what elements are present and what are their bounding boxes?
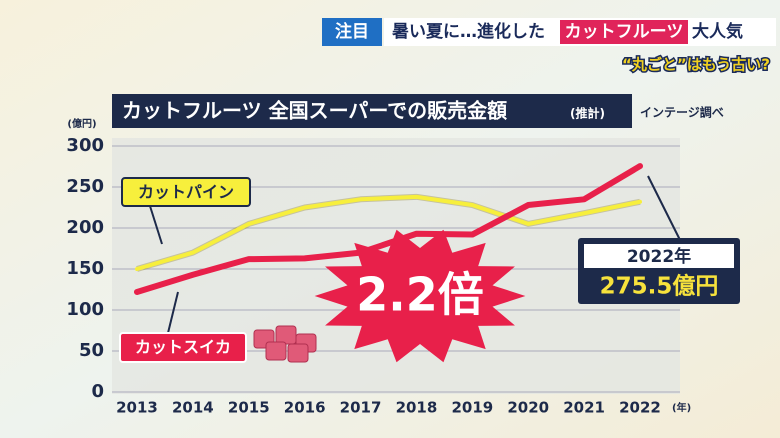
callout-pointer	[647, 175, 681, 241]
series-line	[134, 163, 643, 295]
y-tick-label: 0	[91, 381, 104, 402]
x-unit: (年)	[672, 401, 691, 414]
headline: 暑い夏に…進化した	[392, 21, 545, 42]
value-label: 275.5億円	[600, 273, 719, 300]
chart-title: カットフルーツ 全国スーパーでの販売金額	[122, 99, 507, 123]
x-tick-label: 2022	[619, 399, 661, 417]
x-tick-label: 2014	[172, 399, 214, 417]
x-tick-label: 2020	[507, 399, 549, 417]
y-tick-label: 250	[66, 176, 104, 197]
y-tick-label: 100	[66, 299, 104, 320]
x-tick-label: 2015	[228, 399, 270, 417]
x-tick-label: 2013	[116, 399, 158, 417]
y-unit: (億円)	[67, 117, 96, 130]
legend-label: カットパイン	[138, 183, 234, 202]
headline: 大人気	[692, 21, 743, 42]
y-tick-label: 300	[66, 135, 104, 156]
headline: カットフルーツ	[565, 22, 684, 42]
tag: 注目	[335, 21, 369, 42]
x-tick-label: 2016	[284, 399, 326, 417]
x-tick-label: 2021	[563, 399, 605, 417]
legend-pointer	[149, 205, 163, 245]
series-line	[135, 194, 642, 271]
title-box	[112, 94, 632, 128]
legend-box	[121, 177, 251, 207]
annotation: 2022年	[627, 246, 691, 267]
subtitle: “丸ごと”はもう古い?	[622, 56, 770, 74]
title-note: (推計)	[570, 106, 605, 121]
headline-highlight	[560, 20, 688, 44]
legend-label: カットスイカ	[135, 338, 231, 357]
x-tick-label: 2019	[451, 399, 493, 417]
fruit-icon	[265, 341, 287, 361]
x-tick-label: 2017	[340, 399, 382, 417]
y-tick-label: 200	[66, 217, 104, 238]
fruit-icon	[287, 343, 309, 363]
source: インテージ調べ	[640, 105, 724, 120]
x-tick-label: 2018	[396, 399, 438, 417]
callout-top	[584, 244, 734, 268]
burst	[314, 229, 526, 363]
legend-pointer	[167, 291, 179, 334]
y-tick-label: 150	[66, 258, 104, 279]
y-tick-label: 50	[79, 340, 104, 361]
annotation: 2.2倍	[356, 268, 484, 322]
tag-box	[322, 18, 382, 46]
legend-box	[119, 332, 247, 363]
fruit-icon	[275, 325, 297, 345]
